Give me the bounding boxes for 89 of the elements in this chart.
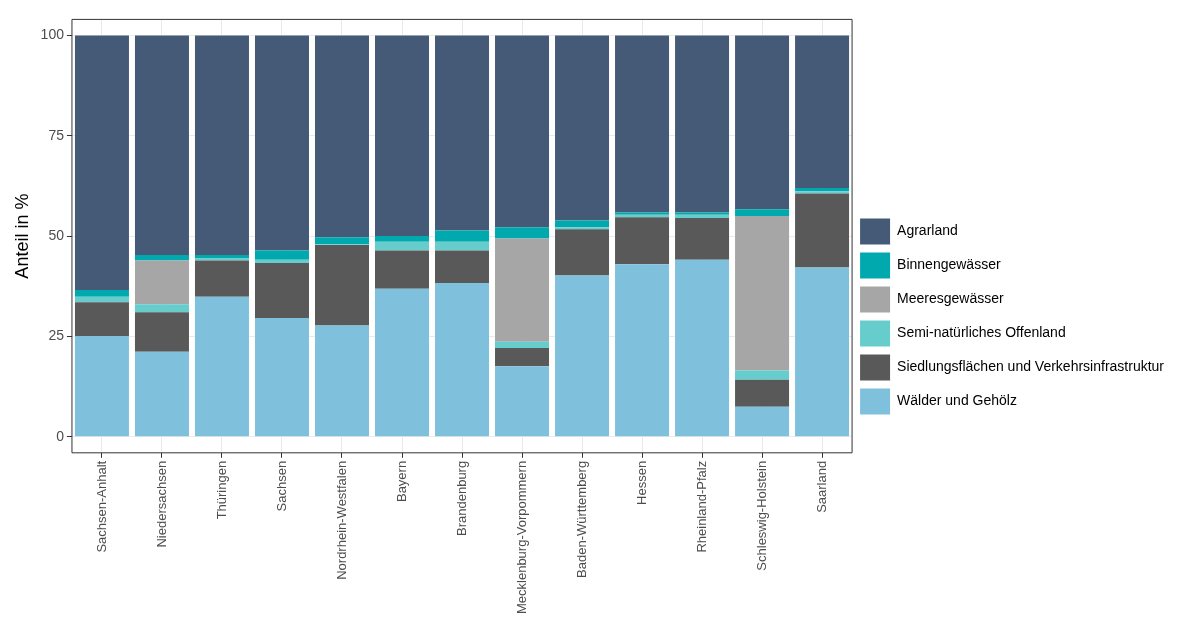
- bar: [495, 348, 550, 367]
- bar: [555, 229, 610, 276]
- y-tick-label: 75: [48, 126, 65, 143]
- bar: [675, 259, 730, 437]
- bar: [795, 193, 850, 268]
- bar: [795, 191, 850, 194]
- bar: [615, 217, 670, 265]
- legend-label: Binnengewässer: [897, 256, 1001, 273]
- y-tick-label: 0: [56, 427, 65, 444]
- legend-label: Siedlungsflächen und Verkehrsinfrastruktur: [897, 358, 1165, 375]
- bar: [375, 288, 430, 437]
- bar: [194, 254, 249, 259]
- bar: [134, 260, 189, 305]
- bar: [735, 406, 790, 437]
- x-tick-label: Hessen: [633, 460, 649, 505]
- bar: [254, 259, 309, 263]
- legend-label: Agrarland: [897, 222, 958, 239]
- bar: [735, 370, 790, 380]
- x-tick-label: Baden-Württemberg: [573, 460, 589, 578]
- x-tick-label: Sachsen-Anhalt: [93, 460, 109, 553]
- bar: [74, 302, 129, 337]
- legend-label: Wälder und Gehölz: [897, 392, 1017, 409]
- bar: [495, 35, 550, 228]
- bar: [495, 366, 550, 437]
- bar: [314, 325, 369, 437]
- bar: [375, 250, 430, 289]
- bar: [555, 227, 610, 230]
- y-tick-label: 25: [48, 327, 65, 344]
- bar: [795, 267, 850, 437]
- bar: [555, 35, 610, 221]
- bar: [74, 336, 129, 437]
- bar: [254, 35, 309, 251]
- bar: [74, 289, 129, 297]
- bar: [254, 317, 309, 437]
- bar: [795, 187, 850, 192]
- bar: [134, 312, 189, 352]
- bar: [735, 379, 790, 407]
- y-axis-title: Anteil in %: [11, 193, 32, 279]
- x-tick-label: Saarland: [813, 460, 829, 513]
- bar: [194, 258, 249, 261]
- x-tick-label: Bayern: [393, 460, 409, 503]
- bar: [435, 230, 490, 242]
- x-tick-label: Thüringen: [213, 460, 229, 520]
- bar: [435, 241, 490, 251]
- bar: [194, 296, 249, 437]
- x-tick-label: Brandenburg: [453, 460, 469, 536]
- bar: [254, 250, 309, 260]
- bar: [675, 218, 730, 260]
- bar: [194, 35, 249, 255]
- bar: [615, 35, 670, 213]
- bar: [795, 35, 850, 188]
- bar: [435, 250, 490, 284]
- bar: [375, 35, 430, 237]
- bar: [435, 35, 490, 231]
- bar: [74, 35, 129, 290]
- bar: [495, 238, 550, 342]
- x-tick-label: Sachsen: [273, 460, 289, 512]
- bar: [435, 283, 490, 437]
- bar: [675, 212, 730, 215]
- bar: [555, 275, 610, 437]
- y-tick-label: 50: [48, 226, 65, 243]
- x-tick-label: Nordrhein-Westfalen: [333, 460, 349, 580]
- bar: [134, 35, 189, 255]
- bar: [134, 254, 189, 261]
- bar: [194, 260, 249, 297]
- y-tick-label: 100: [40, 26, 65, 43]
- bar: [254, 263, 309, 318]
- bar: [735, 209, 790, 217]
- bar: [314, 35, 369, 238]
- x-tick-label: Niedersachsen: [153, 460, 169, 548]
- bar: [675, 35, 730, 213]
- bar: [495, 227, 550, 239]
- bar: [314, 237, 369, 245]
- bar: [134, 304, 189, 313]
- bar: [735, 216, 790, 371]
- bar: [735, 35, 790, 210]
- bar: [375, 236, 430, 242]
- bar: [134, 351, 189, 437]
- bar: [615, 264, 670, 437]
- bar: [375, 241, 430, 251]
- bar: [314, 244, 369, 326]
- x-tick-label: Schleswig-Holstein: [753, 460, 769, 571]
- x-tick-label: Rheinland-Pfalz: [693, 460, 709, 553]
- bar: [675, 214, 730, 219]
- legend-label: Semi-natürliches Offenland: [897, 324, 1066, 341]
- bar: [495, 341, 550, 349]
- bar: [555, 220, 610, 228]
- x-tick-label: Mecklenburg-Vorpommern: [513, 460, 529, 615]
- legend-label: Meeresgewässer: [897, 290, 1005, 307]
